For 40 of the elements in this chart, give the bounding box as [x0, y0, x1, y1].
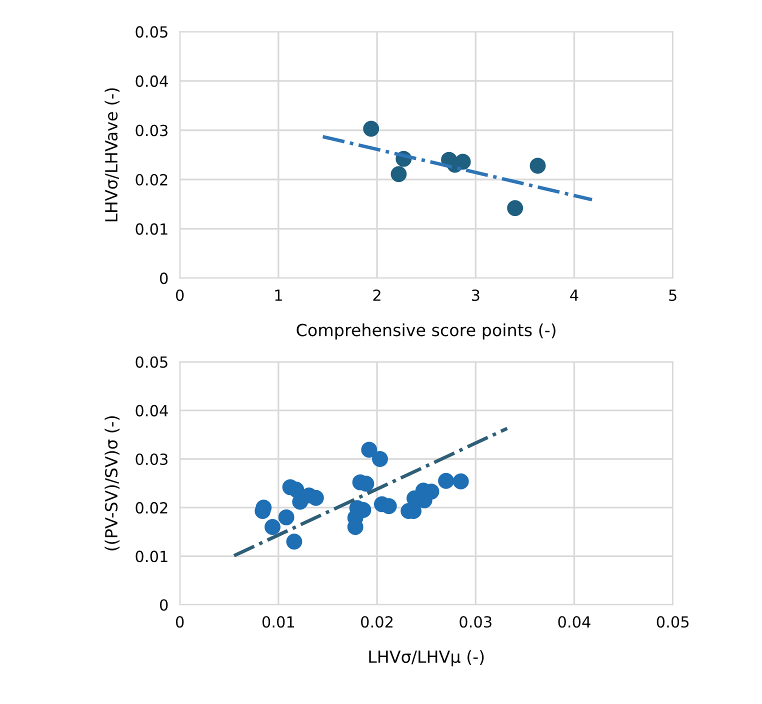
- point: [390, 166, 407, 182]
- y-tick-label: 0.02: [136, 502, 168, 514]
- y-axis-title: LHVσ/LHVave (-): [104, 88, 120, 222]
- x-tick-label: 0: [176, 616, 184, 628]
- x-tick-label: 5: [669, 290, 676, 302]
- point: [361, 442, 378, 458]
- y-tick-label: 0.03: [136, 453, 168, 466]
- point: [278, 509, 294, 526]
- y-tick-label: 0.02: [136, 174, 168, 186]
- y-tick-label: 0: [160, 599, 168, 611]
- y-tick-label: 0: [160, 272, 168, 284]
- point: [530, 158, 546, 174]
- x-tick-label: 0.05: [656, 616, 689, 628]
- y-tick-label: 0.01: [136, 223, 168, 235]
- x-tick-label: 0.04: [558, 616, 590, 628]
- x-axis-title: LHVσ/LHVμ (-): [369, 650, 484, 666]
- point: [452, 473, 469, 490]
- point: [363, 120, 380, 137]
- y-axis-title: ((PV-SV)/SV)σ (-): [104, 416, 120, 550]
- point: [286, 534, 302, 550]
- point: [264, 519, 280, 535]
- point: [438, 472, 454, 489]
- x-tick-label: 0: [176, 289, 184, 302]
- y-tick-label: 0.04: [136, 404, 168, 416]
- y-tick-label: 0.05: [136, 26, 168, 38]
- y-tick-label: 0.04: [136, 75, 168, 87]
- point: [454, 154, 471, 170]
- x-tick-label: 0.01: [262, 616, 294, 628]
- x-tick-label: 0.03: [460, 616, 492, 628]
- x-tick-label: 3: [472, 289, 480, 302]
- x-tick-label: 4: [570, 290, 578, 301]
- y-tick-label: 0.03: [136, 124, 168, 136]
- x-axis-title: Comprehensive score points (-): [296, 323, 556, 340]
- x-tick-label: 2: [373, 289, 380, 301]
- x-tick-label: 0.02: [361, 616, 393, 628]
- point: [507, 200, 524, 216]
- point: [372, 451, 388, 467]
- y-tick-label: 0.01: [136, 550, 168, 562]
- x-tick-label: 1: [275, 290, 282, 301]
- y-tick-label: 0.05: [136, 356, 168, 368]
